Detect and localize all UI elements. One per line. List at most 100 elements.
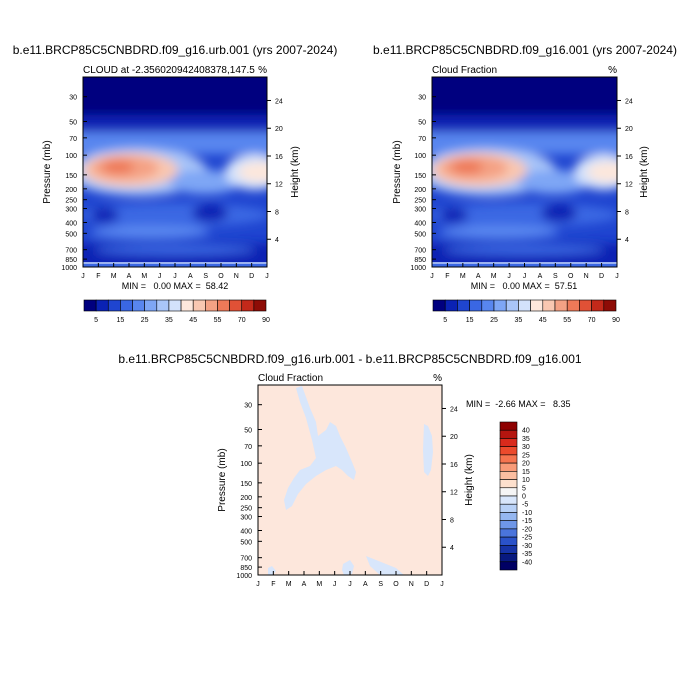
p1-ytick-label: 250: [65, 198, 77, 205]
p3-field: [258, 385, 442, 575]
p2-colorbar-box: [481, 299, 495, 312]
p2-ytick-label: 200: [414, 187, 426, 194]
p3-ytick-label: 200: [240, 495, 252, 502]
p1-xtick-label: J: [173, 273, 177, 280]
p2-colorbar-box: [493, 299, 507, 312]
p2-field: [432, 77, 617, 267]
p2-colorbar-box: [542, 299, 556, 312]
p1-colorbar-box: [83, 299, 97, 312]
p1-ytick-label: 70: [69, 136, 77, 143]
p3-colorbar-box: [499, 512, 518, 521]
p2-colorbar-box: [603, 299, 617, 312]
p3-xtick-label: J: [348, 581, 352, 588]
p3-ytick-label: 400: [240, 528, 252, 535]
p2-ytick-label: 700: [414, 248, 426, 255]
p3-field-base: [258, 385, 442, 575]
p1-stat: MIN = 0.00 MAX = 58.42: [122, 281, 229, 291]
p2-subtitle-left: Cloud Fraction: [432, 65, 497, 76]
p3-subtitle-left: Cloud Fraction: [258, 373, 323, 384]
p1-colorbar: 5 15 25 35 45 55 70 90: [83, 299, 270, 324]
p2-colorbar-label: 55: [563, 317, 571, 324]
p3-negative-regions: [268, 386, 433, 575]
p1-xtick-label: M: [141, 273, 147, 280]
panel-3: b.e11.BRCP85C5CNBDRD.f09_g16.urb.001 - b…: [118, 352, 581, 588]
p1-height-axis: 24 20 16 12 8 4: [267, 98, 283, 244]
p1-colorbar-box: [95, 299, 109, 312]
p3-htick-label: 16: [450, 462, 458, 469]
p1-colorbar-label: 5: [94, 317, 98, 324]
p2-colorbar-box: [530, 299, 544, 312]
p2-xtick-label: D: [599, 273, 604, 280]
p1-xtick-label: D: [249, 273, 254, 280]
p3-colorbar-label: 40: [522, 428, 530, 435]
p3-colorbar-box: [499, 438, 518, 447]
p1-xtick-label: S: [203, 273, 208, 280]
p3-colorbar-box: [499, 446, 518, 456]
p2-ylabel-right: Height (km): [639, 146, 650, 198]
p3-colorbar-box: [499, 454, 518, 464]
p1-xtick-label: O: [218, 273, 224, 280]
p2-colorbar-box: [591, 299, 605, 312]
p1-colorbar-label: 25: [141, 317, 149, 324]
p2-field-blobs: [432, 77, 617, 267]
p2-ytick-label: 70: [418, 136, 426, 143]
p3-colorbar-label: 10: [522, 477, 530, 484]
p3-htick-label: 24: [450, 406, 458, 413]
p1-ytick-label: 200: [65, 187, 77, 194]
p1-colorbar-box: [156, 299, 170, 312]
p3-colorbar-label: -35: [522, 551, 532, 558]
p1-colorbar-box: [205, 299, 218, 312]
p1-colorbar-box: [132, 299, 145, 312]
p2-colorbar-label: 90: [612, 317, 620, 324]
p3-ytick-label: 300: [240, 515, 252, 522]
p2-xtick-label: S: [553, 273, 558, 280]
p3-colorbar-label: -15: [522, 518, 532, 525]
p3-title: b.e11.BRCP85C5CNBDRD.f09_g16.urb.001 - b…: [118, 352, 581, 366]
p3-colorbar-label: 25: [522, 452, 530, 459]
p3-colorbar-box: [499, 545, 518, 554]
p3-htick-label: 12: [450, 490, 458, 497]
p2-colorbar-label: 25: [490, 317, 498, 324]
p3-xtick-label: N: [409, 581, 414, 588]
p1-colorbar-label: 45: [189, 317, 197, 324]
p1-xtick-label: M: [111, 273, 117, 280]
p1-htick-label: 8: [275, 209, 279, 216]
p2-ytick-label: 500: [414, 231, 426, 238]
panel-1: b.e11.BRCP85C5CNBDRD.f09_g16.urb.001 (yr…: [13, 43, 338, 324]
p2-ytick-label: 400: [414, 220, 426, 227]
p1-colorbar-box: [107, 299, 121, 312]
p2-xtick-label: F: [445, 273, 449, 280]
p1-subtitle-left: CLOUD at -2.356020942408378,147.5: [83, 65, 255, 76]
p2-colorbar: 5 15 25 35 45 55 70 90: [432, 299, 620, 324]
p1-colorbar-box: [192, 299, 206, 312]
p3-colorbar-box: [499, 479, 518, 489]
p3-colorbar-label: -10: [522, 510, 532, 517]
p3-colorbar-label: 0: [522, 494, 526, 501]
p1-title: b.e11.BRCP85C5CNBDRD.f09_g16.urb.001 (yr…: [13, 43, 338, 57]
p3-colorbar-label: 5: [522, 485, 526, 492]
p1-subtitle-right: %: [258, 65, 267, 76]
p1-colorbar-box: [120, 299, 133, 312]
p1-colorbar-label: 15: [117, 317, 125, 324]
p3-xtick-label: O: [393, 581, 399, 588]
p3-ytick-label: 250: [240, 506, 252, 513]
p3-htick-label: 4: [450, 545, 454, 552]
p3-height-axis: 24 20 16 12 8 4: [442, 406, 458, 552]
p1-ytick-label: 700: [65, 248, 77, 255]
p3-colorbar-box: [499, 421, 518, 431]
p2-xtick-label: A: [538, 273, 543, 280]
p2-stat: MIN = 0.00 MAX = 57.51: [471, 281, 578, 291]
p1-htick-label: 4: [275, 237, 279, 244]
p2-subtitle-right: %: [608, 65, 617, 76]
p1-xtick-label: J: [265, 273, 269, 280]
p3-colorbar-label: 35: [522, 436, 530, 443]
p2-xtick-label: J: [615, 273, 619, 280]
p3-xtick-label: A: [363, 581, 368, 588]
p1-ylabel-right: Height (km): [290, 146, 301, 198]
p1-ylabel: Pressure (mb): [42, 140, 53, 203]
p3-stat: MIN = -2.66 MAX = 8.35: [466, 399, 571, 409]
p3-xtick-label: D: [424, 581, 429, 588]
p2-colorbar-label: 70: [588, 317, 596, 324]
